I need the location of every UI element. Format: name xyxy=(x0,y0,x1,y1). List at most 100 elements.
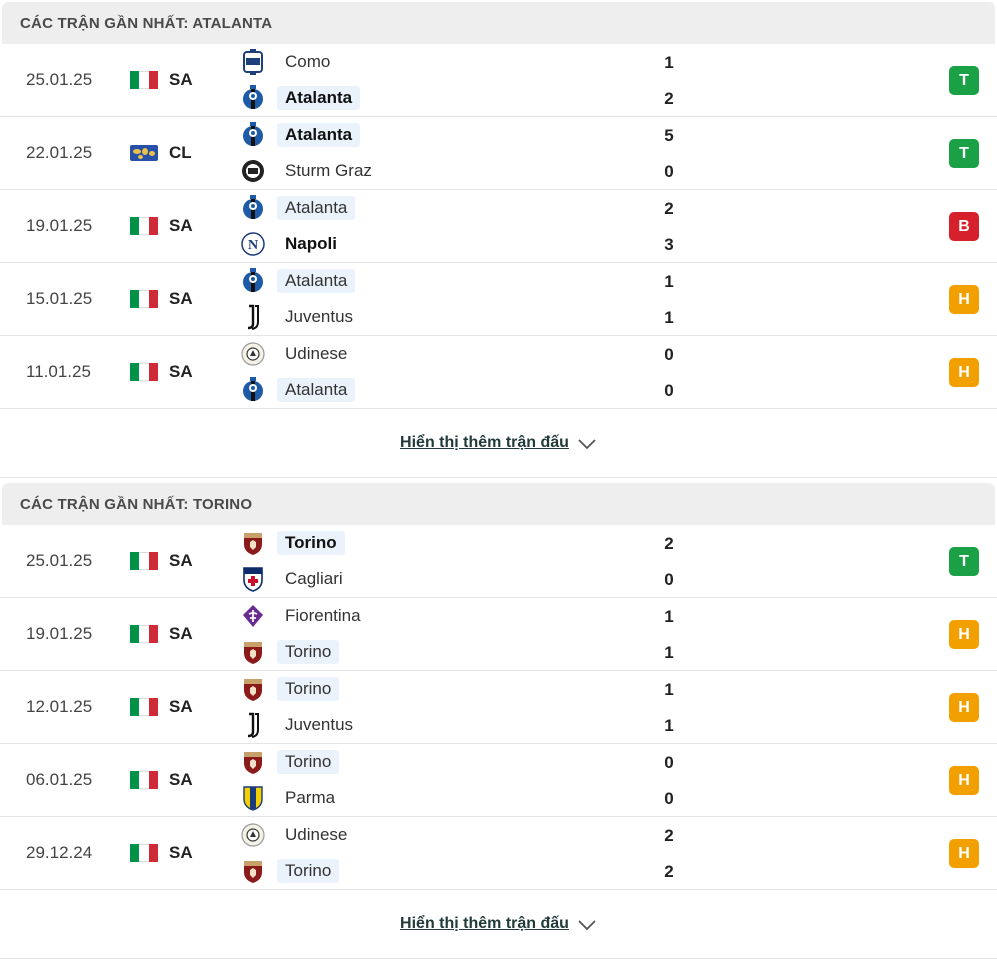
match-row[interactable]: 15.01.25 SA Atalanta Juventus 1 1 H xyxy=(0,263,997,336)
italy-flag-icon xyxy=(130,71,158,89)
away-team[interactable]: Juventus xyxy=(240,303,361,331)
show-more-matches-link[interactable]: Hiển thị thêm trận đấu xyxy=(400,915,597,933)
parma-logo-icon xyxy=(240,785,266,811)
match-date: 22.01.25 xyxy=(26,143,93,162)
result-win-badge: T xyxy=(949,139,979,168)
home-team[interactable]: Torino xyxy=(240,529,345,557)
show-more-row: Hiển thị thêm trận đấu xyxy=(0,890,997,959)
home-score: 2 xyxy=(664,826,674,845)
home-team[interactable]: Atalanta xyxy=(240,267,356,295)
result-draw-badge: H xyxy=(949,839,979,868)
section-title: CÁC TRẬN GẦN NHẤT: ATALANTA xyxy=(2,2,995,44)
match-row[interactable]: 22.01.25 CL Atalanta Sturm Graz 5 0 T xyxy=(0,117,997,190)
atalanta-logo-icon xyxy=(240,195,266,221)
home-score: 1 xyxy=(664,272,674,291)
away-team[interactable]: Atalanta xyxy=(240,84,361,112)
torino-logo-icon xyxy=(240,749,266,775)
league-code: SA xyxy=(169,216,193,235)
home-team[interactable]: Torino xyxy=(240,748,340,776)
home-score: 2 xyxy=(664,199,674,218)
away-score: 0 xyxy=(664,162,674,181)
team-name: Cagliari xyxy=(285,569,343,588)
match-date: 12.01.25 xyxy=(26,697,93,716)
match-row[interactable]: 11.01.25 SA Udinese Atalanta 0 0 H xyxy=(0,336,997,409)
italy-flag-icon xyxy=(130,217,158,235)
italy-flag-icon xyxy=(130,363,158,381)
home-score: 2 xyxy=(664,534,674,553)
home-score: 5 xyxy=(664,126,674,145)
atalanta-logo-icon xyxy=(240,85,266,111)
away-score: 1 xyxy=(664,716,674,735)
match-date: 19.01.25 xyxy=(26,216,93,235)
home-score: 1 xyxy=(664,680,674,699)
league-code: SA xyxy=(169,362,193,381)
match-row[interactable]: 19.01.25 SA Fiorentina Torino 1 1 H xyxy=(0,598,997,671)
match-row[interactable]: 06.01.25 SA Torino Parma 0 0 H xyxy=(0,744,997,817)
match-date: 11.01.25 xyxy=(26,362,91,381)
league-code: SA xyxy=(169,843,193,862)
team-name: Atalanta xyxy=(277,86,361,110)
league-code: SA xyxy=(169,551,193,570)
result-win-badge: T xyxy=(949,547,979,576)
team-name: Fiorentina xyxy=(285,606,361,625)
away-team[interactable]: Sturm Graz xyxy=(240,157,380,185)
match-row[interactable]: 29.12.24 SA Udinese Torino 2 2 H xyxy=(0,817,997,890)
home-team[interactable]: Udinese xyxy=(240,340,355,368)
home-score: 0 xyxy=(664,753,674,772)
away-team[interactable]: Cagliari xyxy=(240,565,351,593)
home-score: 1 xyxy=(664,607,674,626)
match-row[interactable]: 19.01.25 SA Atalanta N Napoli 2 3 B xyxy=(0,190,997,263)
team-name: Torino xyxy=(277,531,345,555)
fiorentina-logo-icon xyxy=(240,603,266,629)
away-score: 2 xyxy=(664,862,674,881)
away-score: 2 xyxy=(664,89,674,108)
home-team[interactable]: Udinese xyxy=(240,821,355,849)
match-date: 19.01.25 xyxy=(26,624,93,643)
italy-flag-icon xyxy=(130,290,158,308)
home-team[interactable]: Atalanta xyxy=(240,121,361,149)
away-team[interactable]: Parma xyxy=(240,784,343,812)
team-name: Juventus xyxy=(285,715,354,734)
away-team[interactable]: N Napoli xyxy=(240,230,345,258)
torino-logo-icon xyxy=(240,639,266,665)
match-date: 25.01.25 xyxy=(26,551,93,570)
away-score: 1 xyxy=(664,643,674,662)
result-draw-badge: H xyxy=(949,358,979,387)
torino-logo-icon xyxy=(240,858,266,884)
away-team[interactable]: Atalanta xyxy=(240,376,356,404)
show-more-label: Hiển thị thêm trận đấu xyxy=(400,915,569,932)
team-name: Atalanta xyxy=(277,378,356,402)
result-draw-badge: H xyxy=(949,693,979,722)
home-score: 0 xyxy=(664,345,674,364)
away-team[interactable]: Torino xyxy=(240,638,340,666)
match-date: 29.12.24 xyxy=(26,843,93,862)
show-more-matches-link[interactable]: Hiển thị thêm trận đấu xyxy=(400,434,597,452)
team-name: Atalanta xyxy=(277,196,356,220)
home-team[interactable]: Atalanta xyxy=(240,194,356,222)
italy-flag-icon xyxy=(130,698,158,716)
italy-flag-icon xyxy=(130,552,158,570)
home-team[interactable]: Fiorentina xyxy=(240,602,369,630)
match-row[interactable]: 25.01.25 SA Torino Cagliari 2 0 T xyxy=(0,525,997,598)
match-row[interactable]: 25.01.25 SA Como Atalanta 1 2 T xyxy=(0,44,997,117)
away-team[interactable]: Torino xyxy=(240,857,340,885)
home-team[interactable]: Torino xyxy=(240,675,340,703)
away-team[interactable]: Juventus xyxy=(240,711,361,739)
cagliari-logo-icon xyxy=(240,566,266,592)
team-name: Torino xyxy=(277,677,340,701)
away-score: 0 xyxy=(664,381,674,400)
show-more-row: Hiển thị thêm trận đấu xyxy=(0,409,997,478)
home-team[interactable]: Como xyxy=(240,48,338,76)
juventus-logo-icon xyxy=(240,304,266,330)
match-row[interactable]: 12.01.25 SA Torino Juventus 1 1 H xyxy=(0,671,997,744)
napoli-logo-icon: N xyxy=(240,231,266,257)
italy-flag-icon xyxy=(130,844,158,862)
result-win-badge: T xyxy=(949,66,979,95)
home-score: 1 xyxy=(664,53,674,72)
match-date: 15.01.25 xyxy=(26,289,93,308)
chevron-down-icon xyxy=(577,918,597,931)
match-date: 06.01.25 xyxy=(26,770,93,789)
league-code: SA xyxy=(169,697,193,716)
section-title: CÁC TRẬN GẦN NHẤT: TORINO xyxy=(2,483,995,525)
team-name: Napoli xyxy=(285,234,337,253)
